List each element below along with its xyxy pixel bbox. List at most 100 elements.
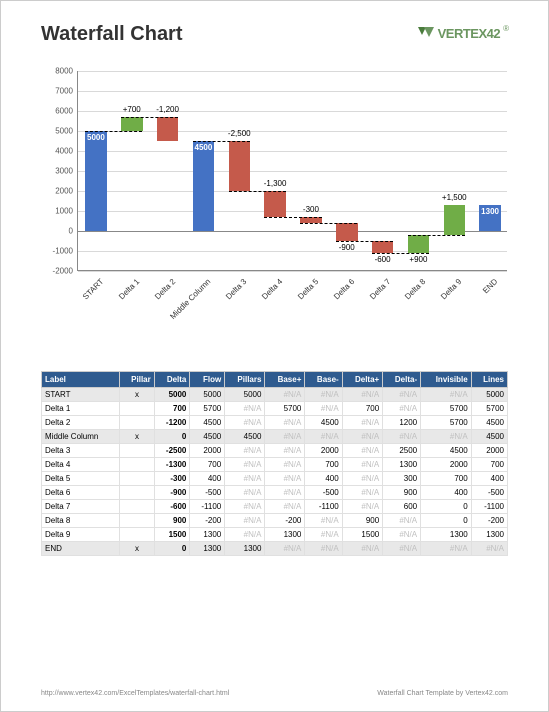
table-row: Delta 4-1300700#N/A#N/A700#N/A1300200070…: [42, 458, 508, 472]
bar-label: -900: [339, 243, 355, 252]
cell: Delta 7: [42, 500, 120, 514]
col-lines: Lines: [471, 372, 507, 388]
cell: Delta 8: [42, 514, 120, 528]
cell: #N/A: [342, 500, 383, 514]
cell: #N/A: [225, 458, 265, 472]
cell: [120, 458, 154, 472]
x-label: Delta 6: [332, 277, 356, 301]
y-tick: 1000: [41, 207, 73, 216]
table-row: Delta 6-900-500#N/A#N/A-500#N/A900400-50…: [42, 486, 508, 500]
cell: #N/A: [342, 542, 383, 556]
cell: #N/A: [383, 528, 421, 542]
cell: 400: [190, 472, 225, 486]
cell: [120, 486, 154, 500]
col-delta-: Delta-: [383, 372, 421, 388]
cell: #N/A: [305, 388, 342, 402]
logo-text: VERTEX42: [438, 26, 500, 41]
cell: 900: [154, 514, 190, 528]
logo: VERTEX42 ®: [416, 23, 508, 43]
table-row: Delta 7-600-1100#N/A#N/A-1100#N/A6000-11…: [42, 500, 508, 514]
cell: 700: [190, 458, 225, 472]
col-delta: Delta: [154, 372, 190, 388]
bar-delta-2: [157, 117, 179, 141]
col-base-: Base-: [305, 372, 342, 388]
cell: Middle Column: [42, 430, 120, 444]
bar-label: -1,200: [156, 105, 179, 114]
cell: -2500: [154, 444, 190, 458]
cell: #N/A: [305, 402, 342, 416]
cell: 2000: [471, 444, 507, 458]
cell: #N/A: [225, 514, 265, 528]
col-pillar: Pillar: [120, 372, 154, 388]
cell: x: [120, 542, 154, 556]
cell: #N/A: [342, 416, 383, 430]
cell: -600: [154, 500, 190, 514]
cell: x: [120, 388, 154, 402]
cell: #N/A: [383, 514, 421, 528]
cell: #N/A: [265, 430, 305, 444]
cell: -1100: [471, 500, 507, 514]
cell: #N/A: [225, 402, 265, 416]
footer-credit: Waterfall Chart Template by Vertex42.com: [377, 690, 508, 697]
cell: 1300: [471, 528, 507, 542]
bar-start: [85, 131, 107, 231]
cell: #N/A: [225, 444, 265, 458]
bar-delta-8: [408, 235, 430, 253]
cell: -500: [190, 486, 225, 500]
cell: #N/A: [342, 444, 383, 458]
cell: -900: [154, 486, 190, 500]
logo-tm: ®: [503, 24, 509, 33]
col-label: Label: [42, 372, 120, 388]
cell: 700: [471, 458, 507, 472]
cell: 300: [383, 472, 421, 486]
cell: #N/A: [383, 430, 421, 444]
table-row: ENDx013001300#N/A#N/A#N/A#N/A#N/A#N/A: [42, 542, 508, 556]
cell: x: [120, 430, 154, 444]
cell: 5700: [471, 402, 507, 416]
cell: 0: [421, 500, 472, 514]
cell: -200: [265, 514, 305, 528]
cell: #N/A: [265, 416, 305, 430]
cell: #N/A: [305, 528, 342, 542]
cell: 2000: [190, 444, 225, 458]
cell: #N/A: [305, 542, 342, 556]
y-tick: 0: [41, 227, 73, 236]
cell: 4500: [190, 430, 225, 444]
col-pillars: Pillars: [225, 372, 265, 388]
cell: -1100: [190, 500, 225, 514]
cell: 4500: [305, 416, 342, 430]
col-invisible: Invisible: [421, 372, 472, 388]
cell: 5000: [471, 388, 507, 402]
cell: #N/A: [225, 500, 265, 514]
cell: 1300: [383, 458, 421, 472]
bar-delta-7: [372, 241, 394, 253]
cell: 5000: [154, 388, 190, 402]
cell: 1200: [383, 416, 421, 430]
table-row: Delta 2-12004500#N/A#N/A4500#N/A12005700…: [42, 416, 508, 430]
cell: 1300: [190, 542, 225, 556]
x-label: Delta 3: [224, 277, 248, 301]
y-tick: 8000: [41, 67, 73, 76]
cell: #N/A: [383, 402, 421, 416]
cell: 4500: [471, 430, 507, 444]
cell: 700: [305, 458, 342, 472]
cell: #N/A: [342, 486, 383, 500]
cell: 1300: [265, 528, 305, 542]
table-row: STARTx500050005000#N/A#N/A#N/A#N/A#N/A50…: [42, 388, 508, 402]
x-label: START: [81, 277, 105, 301]
cell: START: [42, 388, 120, 402]
cell: 1500: [154, 528, 190, 542]
cell: 2000: [421, 458, 472, 472]
cell: 700: [421, 472, 472, 486]
cell: Delta 3: [42, 444, 120, 458]
cell: #N/A: [342, 388, 383, 402]
cell: 900: [383, 486, 421, 500]
cell: [120, 416, 154, 430]
cell: #N/A: [265, 500, 305, 514]
table-row: Delta 8900-200#N/A-200#N/A900#N/A0-200: [42, 514, 508, 528]
cell: 0: [154, 430, 190, 444]
cell: 4500: [225, 430, 265, 444]
cell: Delta 9: [42, 528, 120, 542]
cell: 2000: [305, 444, 342, 458]
cell: 700: [342, 402, 383, 416]
